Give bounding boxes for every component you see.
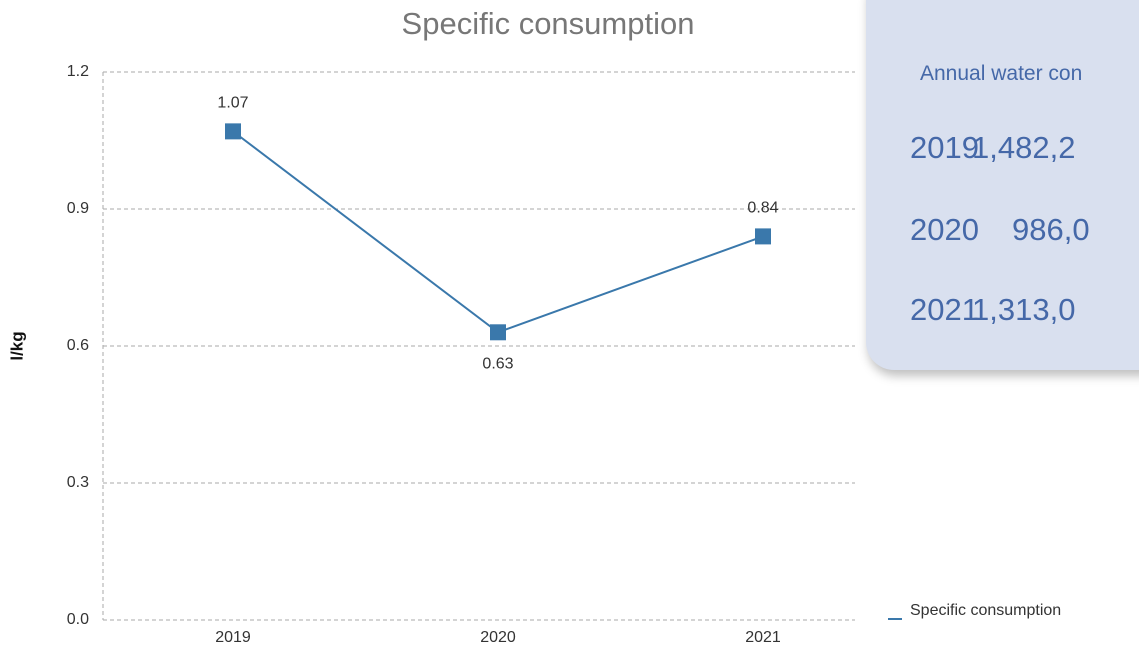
panel-value: 986,0 bbox=[1012, 212, 1090, 247]
info-panel: Annual water con 2019 1,482,2 2020 986,0… bbox=[866, 0, 1139, 370]
point-marker bbox=[490, 324, 506, 341]
x-tick-label: 2020 bbox=[480, 629, 516, 646]
chart-title: Specific consumption bbox=[402, 6, 695, 41]
y-axis-label: l/kg bbox=[7, 331, 26, 360]
panel-year: 2020 bbox=[910, 212, 979, 247]
data-label: 1.07 bbox=[217, 95, 248, 112]
y-tick-label: 0.3 bbox=[67, 474, 89, 491]
y-tick-label: 0.0 bbox=[67, 611, 89, 628]
panel-year: 2019 bbox=[910, 130, 979, 165]
panel-value: 1,482,2 bbox=[972, 130, 1076, 165]
panel-year: 2021 bbox=[910, 292, 979, 327]
x-tick-label: 2021 bbox=[745, 629, 781, 646]
data-label: 0.84 bbox=[747, 200, 778, 217]
point-marker bbox=[225, 123, 241, 140]
y-tick-label: 1.2 bbox=[67, 63, 89, 80]
x-tick-label: 2019 bbox=[215, 629, 251, 646]
panel-value: 1,313,0 bbox=[972, 292, 1076, 327]
y-tick-label: 0.9 bbox=[67, 200, 89, 217]
point-marker bbox=[755, 228, 771, 245]
legend-label: Specific consumption bbox=[910, 602, 1061, 619]
data-label: 0.63 bbox=[482, 356, 513, 373]
y-tick-label: 0.6 bbox=[67, 337, 89, 354]
series-line bbox=[232, 130, 764, 334]
panel-title: Annual water con bbox=[920, 62, 1083, 85]
